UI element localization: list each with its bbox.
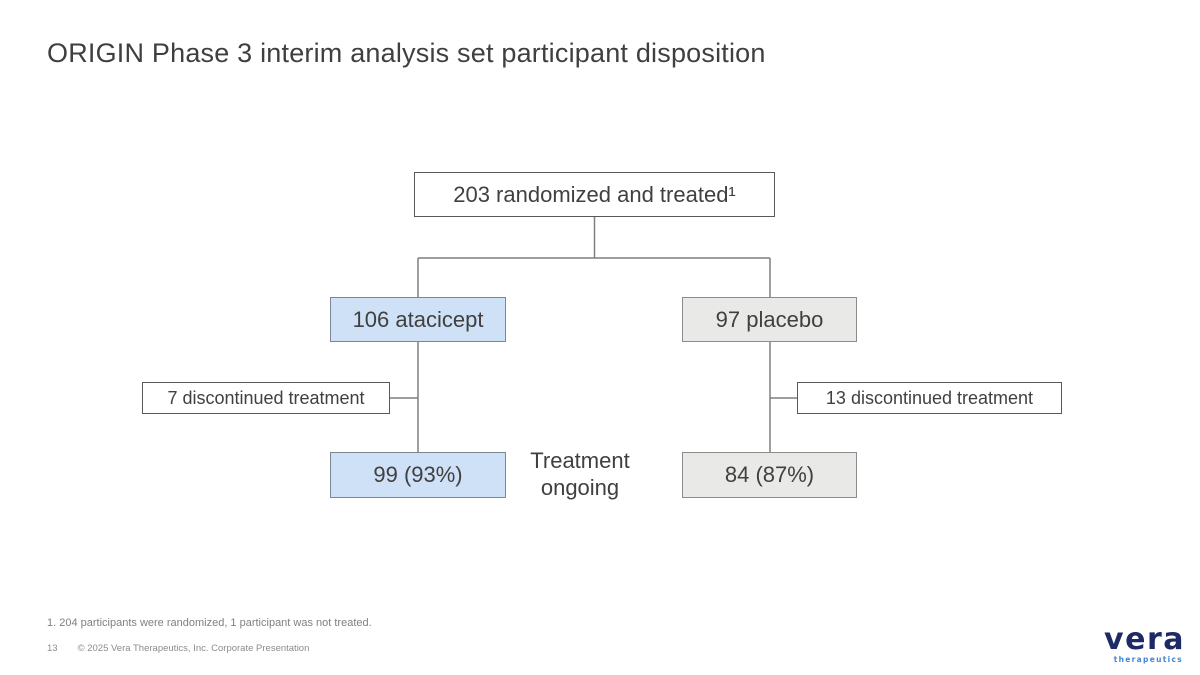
slide-footer: 13 © 2025 Vera Therapeutics, Inc. Corpor… (47, 643, 309, 654)
flowchart-box-randomized-treated: 203 randomized and treated¹ (414, 172, 775, 217)
treatment-ongoing-line1: Treatment (530, 448, 630, 473)
flowchart-box-discontinued-placebo: 13 discontinued treatment (797, 382, 1062, 414)
flowchart-box-placebo-arm: 97 placebo (682, 297, 857, 342)
slide-title: ORIGIN Phase 3 interim analysis set part… (47, 38, 766, 68)
vera-logo-wordmark: vera (1104, 621, 1185, 657)
vera-therapeutics-logo: vera therapeutics (1104, 621, 1185, 664)
treatment-ongoing-line2: ongoing (540, 475, 620, 500)
flowchart-box-ongoing-placebo: 84 (87%) (682, 452, 857, 498)
flowchart-box-ongoing-atacicept: 99 (93%) (330, 452, 506, 498)
copyright-text: © 2025 Vera Therapeutics, Inc. Corporate… (77, 643, 310, 654)
flowchart-box-atacicept-arm: 106 atacicept (330, 297, 506, 342)
treatment-ongoing-label: Treatment ongoing (500, 447, 660, 501)
flowchart-box-discontinued-atacicept: 7 discontinued treatment (142, 382, 390, 414)
vera-logo-subbrand: therapeutics (1113, 654, 1183, 664)
slide-footnote: 1. 204 participants were randomized, 1 p… (47, 617, 372, 629)
page-number: 13 (47, 643, 58, 654)
